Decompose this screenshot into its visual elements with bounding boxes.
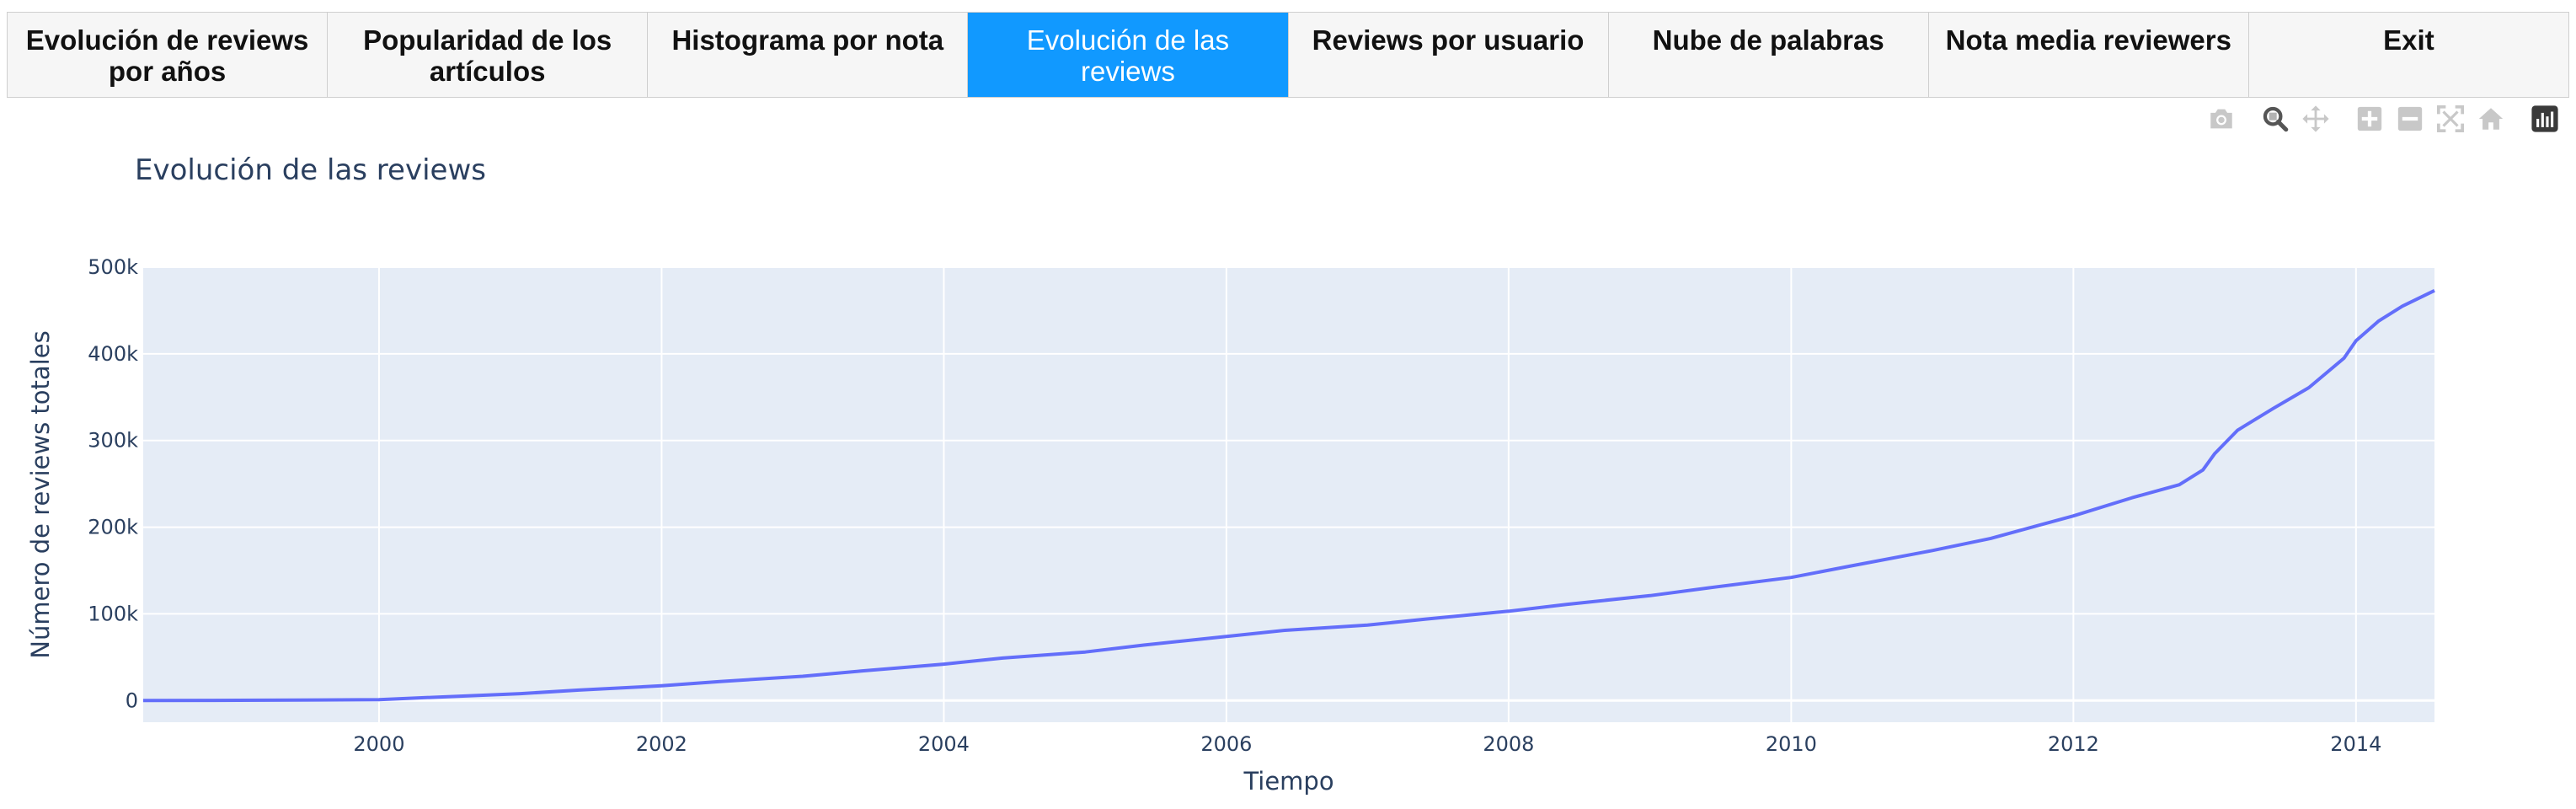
zoom-out-icon[interactable]	[2396, 104, 2424, 133]
line-chart: 0 100k 200k 300k 400k 500k 2000 2002 2004 2006 200…	[26, 153, 2435, 796]
tab-evolucion-reviews[interactable]: Evolución de las reviews	[968, 13, 1289, 97]
x-tick-label: 2004	[918, 732, 970, 756]
tab-label: Evolución de reviews por años	[25, 24, 309, 87]
tab-bar: Evolución de reviews por años Popularida…	[7, 12, 2569, 98]
y-tick-label: 100k	[88, 602, 138, 625]
camera-icon[interactable]	[2207, 104, 2236, 133]
zoom-icon[interactable]	[2261, 104, 2290, 133]
x-tick-label: 2002	[636, 732, 687, 756]
y-tick-label: 500k	[88, 255, 138, 279]
tab-label: Evolución de las reviews	[1026, 24, 1230, 87]
x-tick-label: 2014	[2330, 732, 2381, 756]
tab-popularidad-articulos[interactable]: Popularidad de los artículos	[328, 13, 649, 97]
tab-label: Popularidad de los artículos	[363, 24, 612, 87]
x-tick-label: 2006	[1200, 732, 1252, 756]
tab-nube-de-palabras[interactable]: Nube de palabras	[1608, 13, 1929, 97]
y-tick-label: 300k	[88, 429, 138, 453]
tab-evolucion-por-anos[interactable]: Evolución de reviews por años	[8, 13, 329, 97]
home-icon[interactable]	[2477, 104, 2505, 133]
tab-label: Histograma por nota	[671, 24, 944, 56]
zoom-in-icon[interactable]	[2355, 104, 2384, 133]
tab-label: Nota media reviewers	[1945, 24, 2231, 56]
x-tick-label: 2000	[353, 732, 404, 756]
tab-label: Exit	[2383, 24, 2434, 56]
plot-background	[143, 267, 2434, 722]
y-tick-label: 400k	[88, 342, 138, 366]
tab-label: Nube de palabras	[1652, 24, 1884, 56]
tab-histograma-por-nota[interactable]: Histograma por nota	[648, 13, 969, 97]
autoscale-icon[interactable]	[2436, 104, 2465, 133]
x-tick-label: 2012	[2048, 732, 2099, 756]
pan-icon[interactable]	[2301, 104, 2330, 133]
tab-reviews-por-usuario[interactable]: Reviews por usuario	[1288, 13, 1609, 97]
x-tick-label: 2008	[1483, 732, 1534, 756]
tab-nota-media-reviewers[interactable]: Nota media reviewers	[1928, 13, 2249, 97]
tab-label: Reviews por usuario	[1312, 24, 1585, 56]
y-tick-label: 0	[126, 688, 138, 712]
plotly-logo-icon[interactable]	[2531, 104, 2559, 133]
y-tick-label: 200k	[88, 516, 138, 539]
x-axis-title: Tiempo	[1243, 767, 1333, 796]
y-axis-title: Número de reviews totales	[26, 330, 55, 658]
tab-exit[interactable]: Exit	[2248, 13, 2568, 97]
chart-title: Evolución de las reviews	[135, 153, 486, 187]
x-tick-label: 2010	[1766, 732, 1817, 756]
plot-modebar	[2190, 104, 2569, 135]
series-line	[142, 289, 2435, 703]
